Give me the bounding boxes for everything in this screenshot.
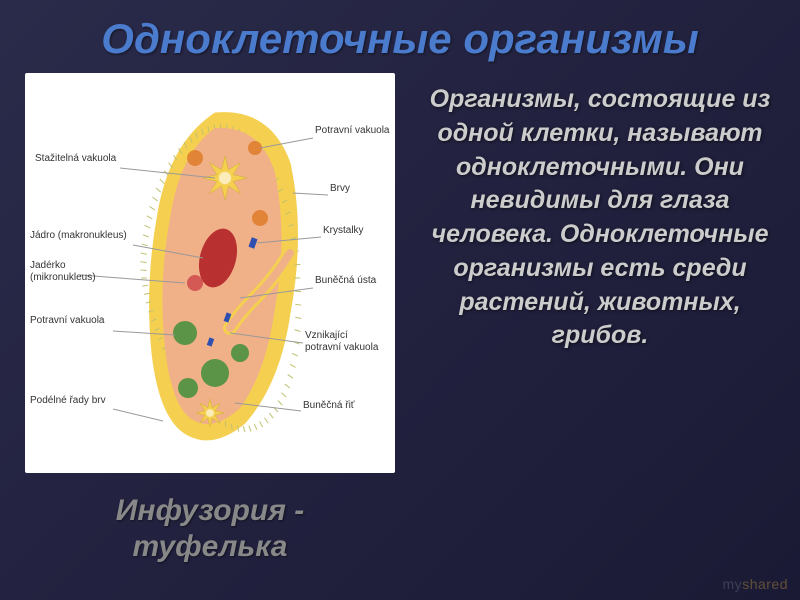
label-jaderko: Jadérko [30, 260, 66, 271]
label-potravni-vakuola-top: Potravní vakuola [315, 125, 390, 136]
label-mikronukleus: (mikronukleus) [30, 272, 96, 283]
paramecium-diagram: Stažitelná vakuola Potravní vakuola Brvy Kr… [25, 73, 395, 473]
watermark-suffix: shared [742, 576, 788, 592]
label-podelne-rady: Podélné řady brv [30, 395, 106, 406]
label-jadro: Jádro (makronukleus) [30, 230, 127, 241]
body-text: Организмы, состоящие из одной клетки, на… [420, 83, 780, 353]
label-bunecna-rit: Buněčná řiť [303, 400, 355, 411]
label-stazitelna-vakuola: Stažitelná vakuola [35, 153, 117, 164]
left-column: Stažitelná vakuola Potravní vakuola Brvy Kr… [20, 73, 400, 565]
caption-line-2: туфелька [133, 530, 288, 563]
label-krystalky: Krystalky [323, 225, 364, 236]
right-column: Организмы, состоящие из одной клетки, на… [420, 73, 780, 565]
label-brvy: Brvy [330, 183, 350, 194]
watermark-prefix: my [723, 576, 743, 592]
label-bunecna-usta: Buněčná ústa [315, 275, 377, 286]
label-potravni-vakuola-left: Potravní vakuola [30, 315, 105, 326]
page-title: Одноклеточные организмы [0, 0, 800, 73]
label-vznikajici: Vznikající [305, 330, 348, 341]
content-row: Stažitelná vakuola Potravní vakuola Brvy Kr… [0, 73, 800, 565]
watermark: myshared [723, 576, 788, 592]
caption-line-1: Инфузория - [116, 494, 304, 527]
label-vznikajici2: potravní vakuola [305, 342, 379, 353]
diagram-caption: Инфузория - туфелька [116, 493, 304, 565]
cell-svg: Stažitelná vakuola Potravní vakuola Brvy Kr… [25, 73, 395, 473]
